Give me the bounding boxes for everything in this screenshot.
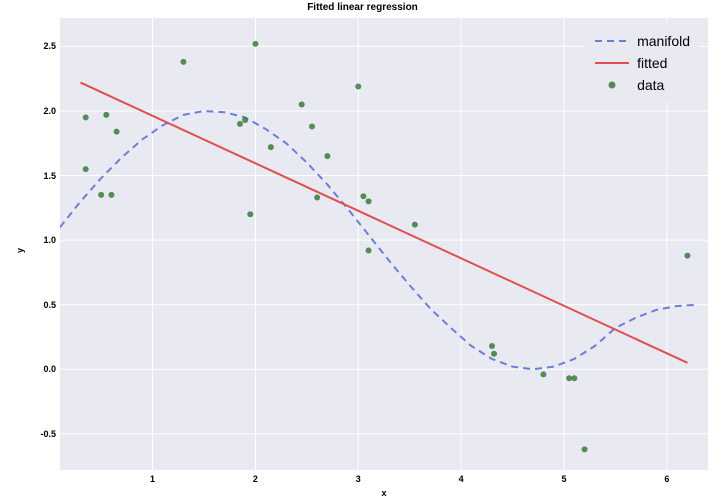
y-tick-label: -0.5 (30, 429, 56, 439)
legend-swatch-manifold (595, 33, 629, 49)
y-tick-label: 1.0 (30, 235, 56, 245)
legend-swatch-data (595, 77, 629, 93)
y-tick-label: 1.5 (30, 171, 56, 181)
y-tick-label: 0.0 (30, 364, 56, 374)
legend-item-fitted: fitted (595, 52, 690, 74)
y-axis-label: y (15, 233, 25, 253)
legend-label-manifold: manifold (637, 33, 690, 49)
x-tick-label: 1 (150, 474, 155, 484)
legend-swatch-fitted (595, 55, 629, 71)
y-tick-label: 2.5 (30, 41, 56, 51)
x-tick-label: 3 (356, 474, 361, 484)
legend-label-data: data (637, 77, 664, 93)
figure: Fitted linear regression 123456 -0.50.00… (0, 0, 725, 504)
legend-item-data: data (595, 74, 690, 96)
x-tick-label: 5 (561, 474, 566, 484)
x-axis-label: x (374, 488, 394, 498)
y-tick-label: 2.0 (30, 106, 56, 116)
x-tick-label: 2 (253, 474, 258, 484)
x-tick-label: 4 (459, 474, 464, 484)
x-tick-label: 6 (664, 474, 669, 484)
legend: manifold fitted data (585, 24, 700, 102)
y-tick-label: 0.5 (30, 300, 56, 310)
legend-label-fitted: fitted (637, 55, 667, 71)
legend-item-manifold: manifold (595, 30, 690, 52)
